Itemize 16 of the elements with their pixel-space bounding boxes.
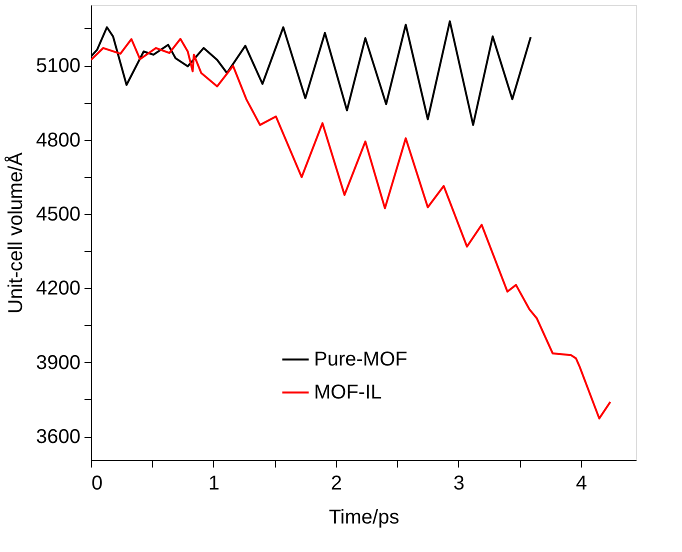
y-tick-label: 3900 <box>36 352 80 374</box>
y-tick-label: 4500 <box>36 203 80 226</box>
y-tick-label: 4200 <box>36 278 80 300</box>
x-tick-label: 4 <box>576 472 587 494</box>
y-tick-label: 3600 <box>36 426 80 448</box>
x-tick-label: 0 <box>92 472 103 494</box>
y-tick-label: 5100 <box>36 55 80 78</box>
legend-label: MOF-IL <box>314 382 382 404</box>
x-axis-title: Time/ps <box>328 506 400 528</box>
y-axis-title: Unit-cell volume/Å <box>4 152 28 314</box>
line-series <box>91 38 612 420</box>
legend-label: Pure-MOF <box>314 348 408 370</box>
x-tick-label: 3 <box>453 472 464 494</box>
y-tick-label: 4800 <box>36 129 80 152</box>
x-tick-label: 1 <box>208 472 220 494</box>
x-tick-label: 2 <box>330 472 342 494</box>
